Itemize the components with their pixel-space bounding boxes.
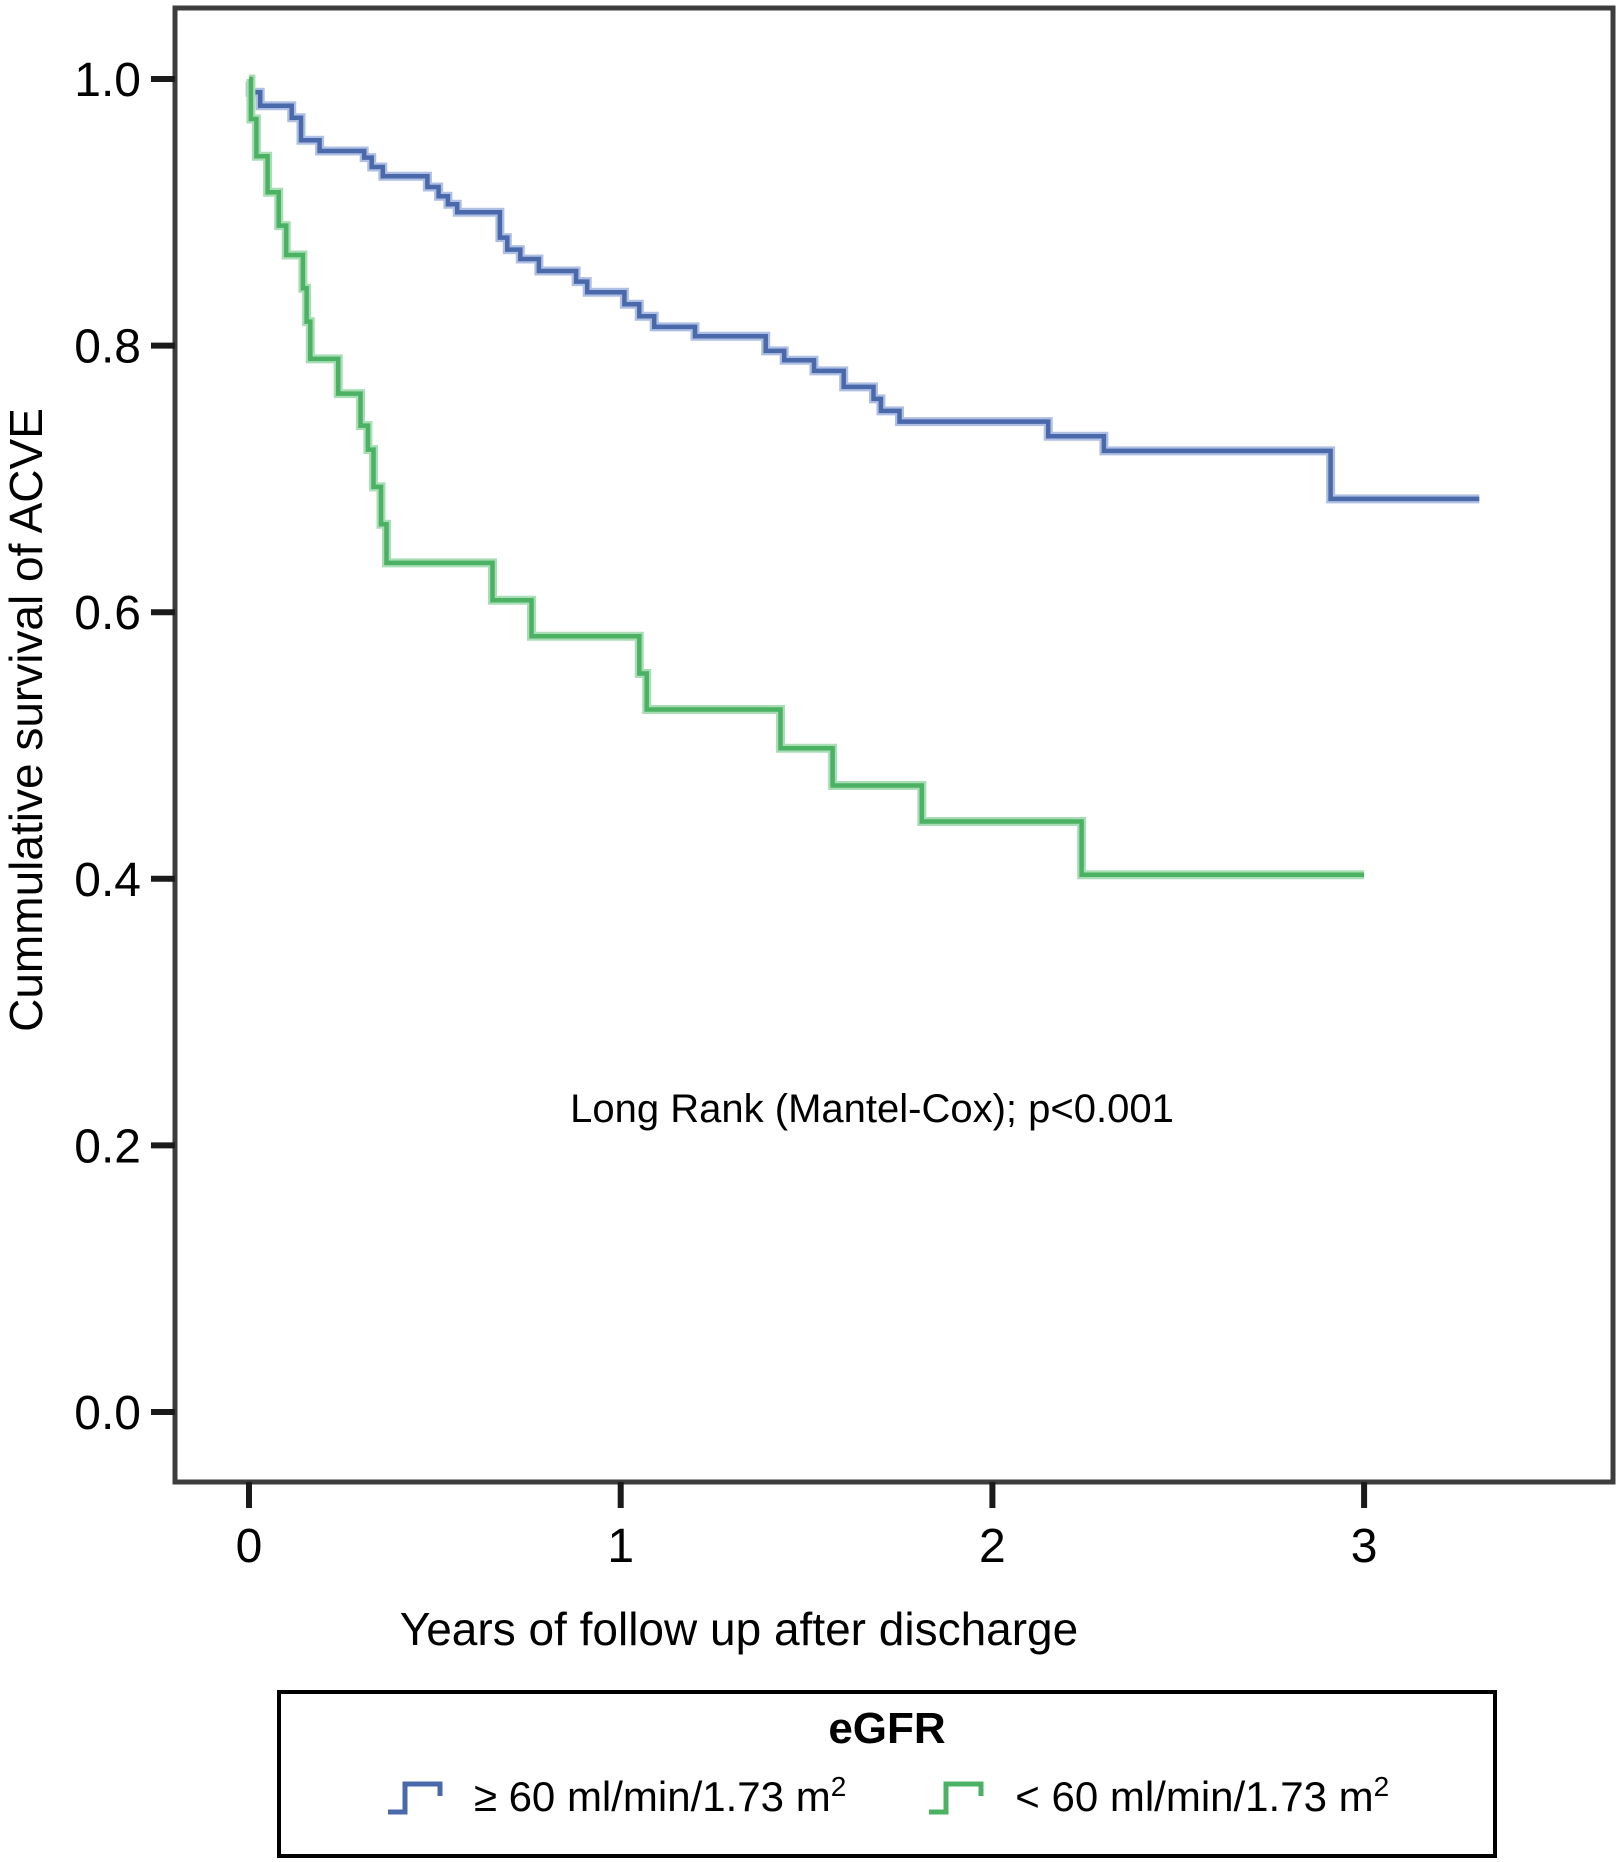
survival-curves (245, 74, 1480, 880)
step-line-icon (929, 1781, 984, 1815)
survival-curve-halo-0 (245, 77, 1480, 504)
legend-label-lt60-text: < 60 ml/min/1.73 m (1015, 1773, 1374, 1820)
y-axis-ticks: 0.0 0.2 0.4 0.6 0.8 1.0 (74, 54, 175, 1440)
legend-label-ge60-sup: 2 (830, 1771, 847, 1802)
x-axis-ticks: 0 1 2 3 (236, 1482, 1378, 1573)
y-tick-label: 1.0 (74, 54, 141, 107)
y-tick-label: 0.4 (74, 854, 141, 907)
x-tick-label: 0 (236, 1520, 263, 1573)
legend-box: eGFR ≥ 60 ml/min/1.73 m2 < 60 ml/min/1.7… (277, 1690, 1497, 1858)
legend-entries: ≥ 60 ml/min/1.73 m2 < 60 ml/min/1.73 m2 (281, 1772, 1493, 1822)
legend-entry-egfr-lt60: < 60 ml/min/1.73 m2 (926, 1772, 1389, 1822)
x-axis-title: Years of follow up after discharge (400, 1603, 1078, 1655)
legend-label-lt60-sup: 2 (1373, 1771, 1390, 1802)
logrank-annotation: Long Rank (Mantel-Cox); p<0.001 (570, 1087, 1174, 1131)
y-tick-label: 0.6 (74, 587, 141, 640)
legend-label-ge60-text: ≥ 60 ml/min/1.73 m (473, 1773, 831, 1820)
survival-curve-0 (247, 79, 1480, 502)
y-axis-title: Cummulative survival of ACVE (0, 408, 52, 1032)
legend-title: eGFR (828, 1704, 946, 1753)
step-line-icon (387, 1781, 443, 1815)
green-step-glyph (929, 1781, 984, 1815)
blue-step-glyph (387, 1781, 443, 1815)
x-tick-label: 1 (607, 1520, 634, 1573)
y-tick-label: 0.0 (74, 1387, 141, 1440)
legend-label-ge60: ≥ 60 ml/min/1.73 m2 (474, 1773, 846, 1821)
survival-curve-1 (248, 76, 1365, 878)
survival-curve-halo-1 (246, 74, 1365, 880)
x-tick-label: 2 (979, 1520, 1006, 1573)
legend-label-lt60: < 60 ml/min/1.73 m2 (1015, 1773, 1389, 1821)
plot-border (172, 5, 1616, 1485)
x-tick-label: 3 (1351, 1520, 1378, 1573)
y-tick-label: 0.2 (74, 1120, 141, 1173)
y-tick-label: 0.8 (74, 321, 141, 374)
legend-entry-egfr-ge60: ≥ 60 ml/min/1.73 m2 (385, 1772, 846, 1822)
